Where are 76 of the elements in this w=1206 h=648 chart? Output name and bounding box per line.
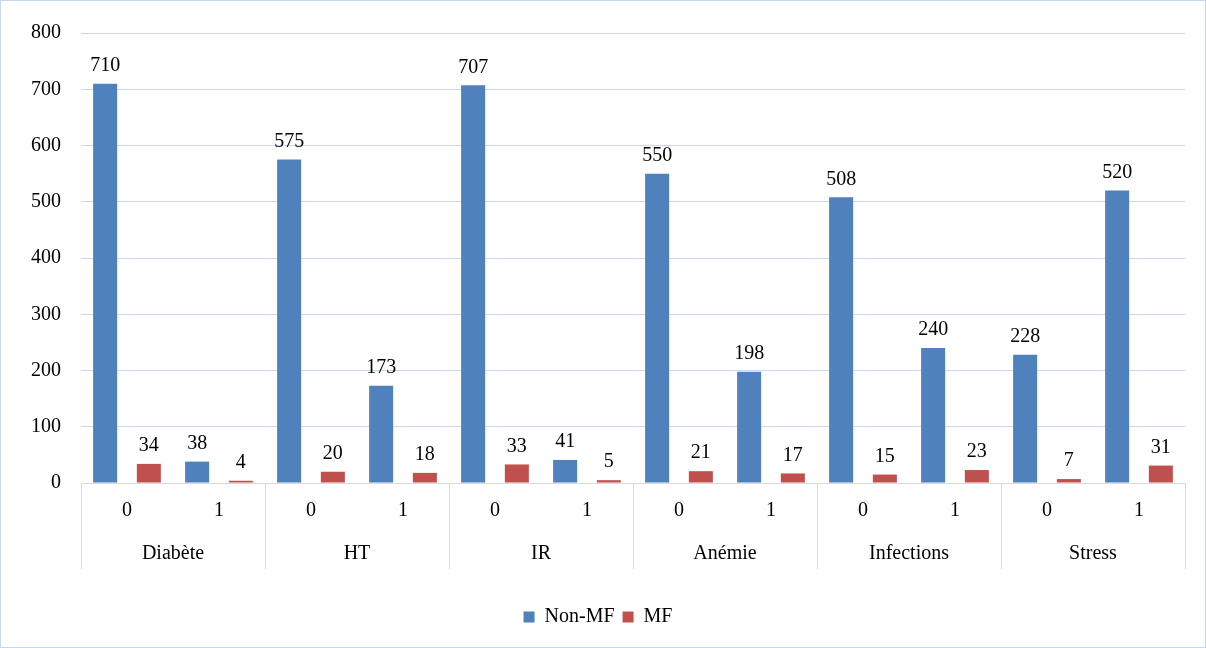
bar [872, 474, 897, 483]
y-tick-label: 300 [31, 301, 61, 324]
y-tick-label: 400 [31, 245, 61, 268]
bar [136, 463, 161, 483]
bar [1105, 190, 1130, 483]
bar [277, 159, 302, 483]
data-label: 240 [918, 317, 949, 340]
x-tick-label: 1 [1134, 498, 1144, 521]
text: Stress [1069, 541, 1118, 564]
x-tick-label: 0 [490, 498, 500, 521]
y-tick-label: 200 [31, 357, 61, 380]
data-label: 520 [1102, 159, 1133, 182]
data-label: 17 [782, 442, 803, 465]
text: Infections [869, 541, 950, 564]
x-tick-label: 1 [398, 498, 408, 521]
data-label: 173 [366, 354, 397, 377]
text: IR [531, 541, 552, 564]
x-tick-label: 1 [582, 498, 592, 521]
bar [369, 385, 394, 483]
bar [964, 470, 989, 483]
data-label: 575 [274, 128, 305, 151]
bar [688, 471, 713, 483]
bar [320, 471, 345, 483]
data-label: 710 [90, 52, 121, 75]
data-label: 21 [690, 440, 711, 463]
y-tick-label: 700 [31, 76, 61, 99]
data-label: 34 [138, 433, 159, 456]
data-label: 41 [555, 429, 576, 452]
text: Diabète [141, 541, 205, 564]
bar [921, 348, 946, 483]
x-tick-label: 1 [214, 498, 224, 521]
data-label: 7 [1063, 448, 1074, 471]
x-tick-label: 1 [950, 498, 960, 521]
data-label: 228 [1010, 324, 1041, 346]
x-tick-label: 0 [306, 498, 316, 521]
data-label: 33 [506, 433, 527, 456]
bar [504, 464, 529, 483]
data-label: 550 [642, 142, 673, 165]
bar [412, 472, 437, 483]
bar [645, 173, 670, 483]
data-label: 18 [414, 442, 435, 465]
bar [1013, 354, 1038, 483]
x-tick-label: 0 [1042, 498, 1052, 521]
y-tick-label: 600 [31, 132, 61, 155]
data-label: 198 [734, 340, 765, 363]
x-tick-label: 0 [674, 498, 684, 521]
bar [596, 480, 621, 483]
data-label: 4 [235, 450, 246, 472]
bar [185, 461, 210, 483]
data-label: 15 [874, 443, 895, 466]
legend-label: Non-MF [544, 604, 615, 627]
bar [737, 371, 762, 483]
bar [553, 459, 578, 483]
data-label: 5 [603, 449, 614, 472]
bar [1148, 465, 1173, 483]
y-tick-label: 800 [31, 20, 61, 43]
data-label: 31 [1150, 434, 1171, 457]
data-label: 38 [187, 430, 208, 453]
y-tick-label: 500 [31, 189, 61, 211]
text: HT [343, 541, 371, 564]
text: Anémie [693, 541, 757, 564]
legend-label: MF [643, 604, 673, 627]
bar [461, 85, 486, 483]
y-tick-label: 0 [51, 470, 61, 493]
x-tick-label: 0 [122, 498, 132, 521]
data-label: 23 [966, 439, 987, 462]
bar [1056, 479, 1081, 483]
x-tick-label: 1 [766, 498, 776, 521]
y-tick-label: 100 [31, 414, 61, 436]
x-tick-label: 0 [858, 498, 868, 521]
data-label: 707 [458, 54, 489, 77]
data-label: 508 [826, 166, 857, 189]
data-label: 20 [322, 441, 343, 463]
bar [829, 197, 854, 483]
bar [93, 83, 118, 483]
bar [780, 473, 805, 483]
